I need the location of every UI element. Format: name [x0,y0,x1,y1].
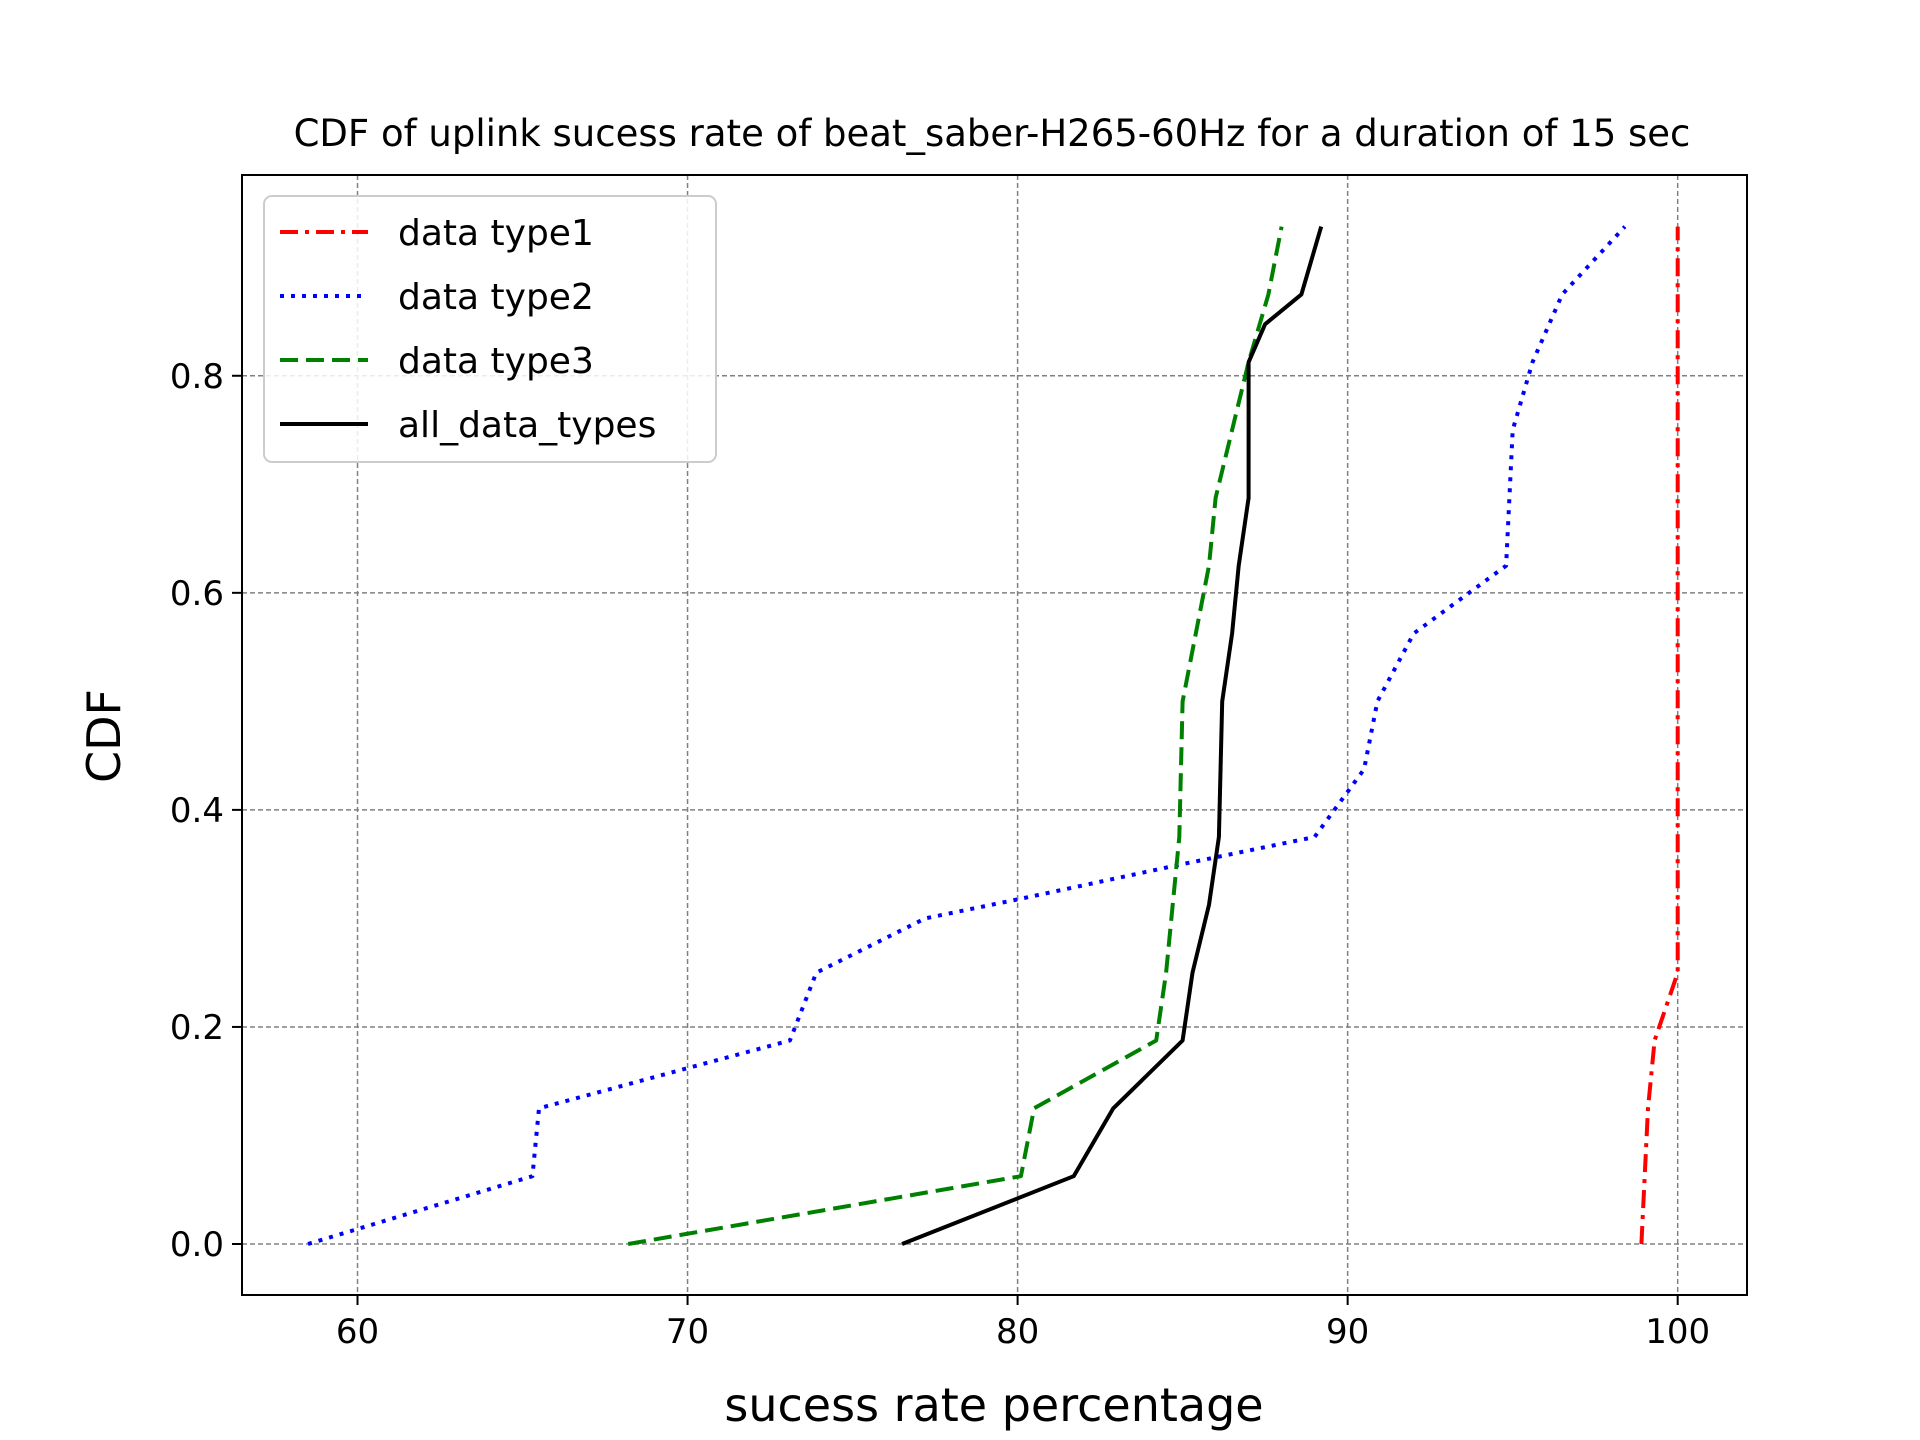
series-line-data-type2 [307,225,1627,1246]
legend-label: data type2 [398,277,594,318]
series-line-all-data-types [901,226,1324,1246]
x-axis-label: sucess rate percentage [724,1378,1263,1432]
y-tick-label: 0.8 [170,357,224,397]
x-tick-label: 70 [666,1312,709,1352]
legend-box [263,195,717,463]
chart-title: CDF of uplink sucess rate of beat_saber-… [294,112,1691,155]
legend-label: data type1 [398,213,594,254]
x-tick-label: 100 [1645,1312,1710,1352]
y-tick-label: 0.4 [170,791,224,831]
y-tick-label: 0.0 [170,1225,224,1265]
series-line-data-type3 [627,226,1284,1246]
y-axis-ticks: 0.0 0.2 0.4 0.6 0.8 [170,357,242,1265]
series-line-data-type1 [1639,226,1680,1245]
legend-label: all_data_types [398,405,656,446]
y-tick-label: 0.2 [170,1008,224,1048]
y-tick-label: 0.6 [170,574,224,614]
series-lines [307,225,1680,1246]
legend: data type1 data type2 data type3 all_data_t… [263,195,717,463]
x-tick-label: 80 [996,1312,1039,1352]
x-tick-label: 90 [1326,1312,1369,1352]
plot-frame [241,174,1748,1296]
x-tick-label: 60 [336,1312,379,1352]
y-axis-label: CDF [77,689,131,783]
legend-label: data type3 [398,341,594,382]
x-axis-ticks: 60 70 80 90 100 [336,1295,1710,1352]
